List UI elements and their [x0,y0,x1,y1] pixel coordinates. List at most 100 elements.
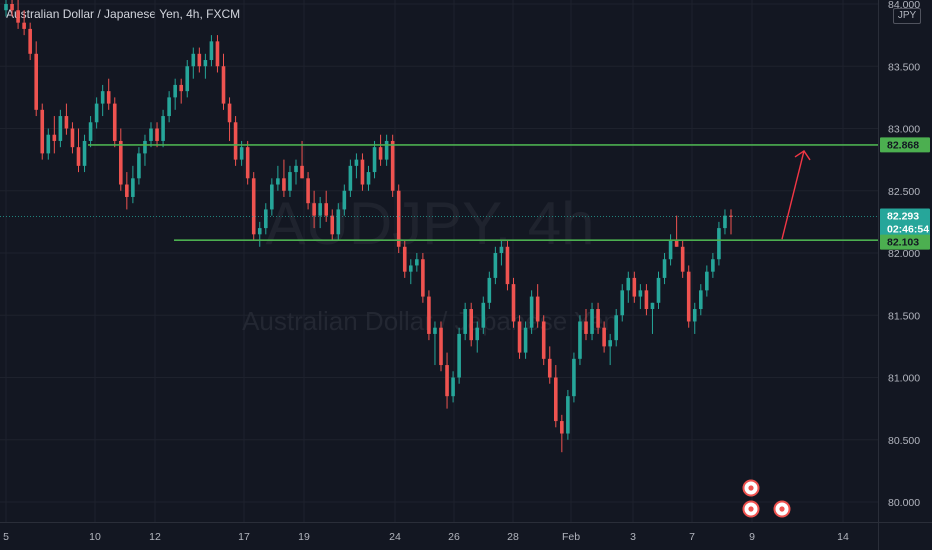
candle-body [421,259,425,297]
candle-body [729,215,733,217]
candle [596,302,600,334]
candle [179,78,184,104]
candle-body [711,259,715,272]
candle [650,302,655,334]
candle-body [221,66,226,104]
candle-body [306,178,310,204]
candle-body [167,97,171,117]
price-tick-label: 81.000 [888,373,920,385]
candle-body [553,377,558,422]
event-marker-dot [779,506,785,512]
candle [64,103,69,135]
candle-body [131,178,135,197]
last-price-tag-text: 02:46:54 [887,224,929,236]
candle [348,159,353,197]
candle-body [692,309,697,322]
candle [318,196,322,229]
candle [4,0,8,17]
arrow-shaft [781,150,805,240]
candle-body [209,41,214,61]
candle [408,259,413,285]
candle [433,321,437,366]
candle [282,159,286,197]
candle-body [463,309,467,334]
candle [662,253,667,285]
candle-body [270,184,274,210]
time-tick-label: Feb [562,531,580,543]
candle-body [481,302,486,328]
candle [626,271,631,303]
candle-body [445,365,449,397]
candle-body [191,53,196,67]
candle-body [415,259,419,266]
horizontal-levels[interactable] [0,144,878,241]
candle-body [572,358,576,397]
price-tick-label: 82.000 [888,248,920,260]
price-tick-label: 80.500 [888,435,920,447]
price-scale[interactable]: 84.000 83.500 83.000 82.500 82.000 81.500 81.0… [888,0,920,509]
candle [427,290,431,341]
candle-body [547,358,552,378]
resistance-price-tag: 82.868 [880,137,930,153]
candle-body [705,271,709,291]
candle [560,414,564,453]
resistance-price-tag-bg [880,137,930,153]
candle [632,271,637,303]
candle-body [650,302,655,310]
candle-body [137,153,141,179]
candle-body [487,277,492,303]
candle-body [439,327,443,366]
candle [366,165,371,191]
candle [137,147,141,185]
candle [705,265,709,297]
candle-body [505,246,510,285]
candle [469,302,474,347]
candle [221,53,226,110]
candle-body [52,134,57,141]
candle [58,109,63,148]
candle [28,22,32,61]
candle-body [390,140,395,191]
time-scale-border [0,522,932,523]
candle-body [644,290,649,310]
candle [475,321,480,353]
candle-body [215,41,220,67]
candle [553,365,558,428]
candle-body [723,215,727,229]
candle-body [4,4,8,11]
candle [378,134,383,166]
candle [590,302,594,341]
candle [481,296,486,334]
candle-body [161,116,165,141]
candle-body [662,259,667,278]
candle [294,159,298,185]
event-markers[interactable] [742,479,791,518]
candle [10,0,14,17]
candle [578,315,582,366]
event-marker-dot [748,506,754,512]
candle-body [541,321,546,359]
candle-body [366,172,371,185]
time-scale[interactable]: 5 10 12 17 19 24 26 28 Feb 3 7 9 14 [3,531,849,543]
candle-body [686,271,691,322]
candle-body [46,134,51,154]
time-tick-label: 17 [238,531,250,543]
candle-body [493,253,498,278]
candle [203,53,208,79]
currency-badge[interactable]: JPY [893,8,921,24]
candle [686,265,691,328]
candle [288,165,292,197]
candle-body [354,159,359,166]
candle-body [88,122,93,141]
candle-body [294,165,298,173]
candle-body [372,147,377,173]
candle [584,309,588,341]
projection-arrow[interactable] [781,149,811,240]
candle [656,271,661,310]
candle-body [197,53,202,67]
candle [729,209,733,235]
time-tick-label: 28 [507,531,519,543]
